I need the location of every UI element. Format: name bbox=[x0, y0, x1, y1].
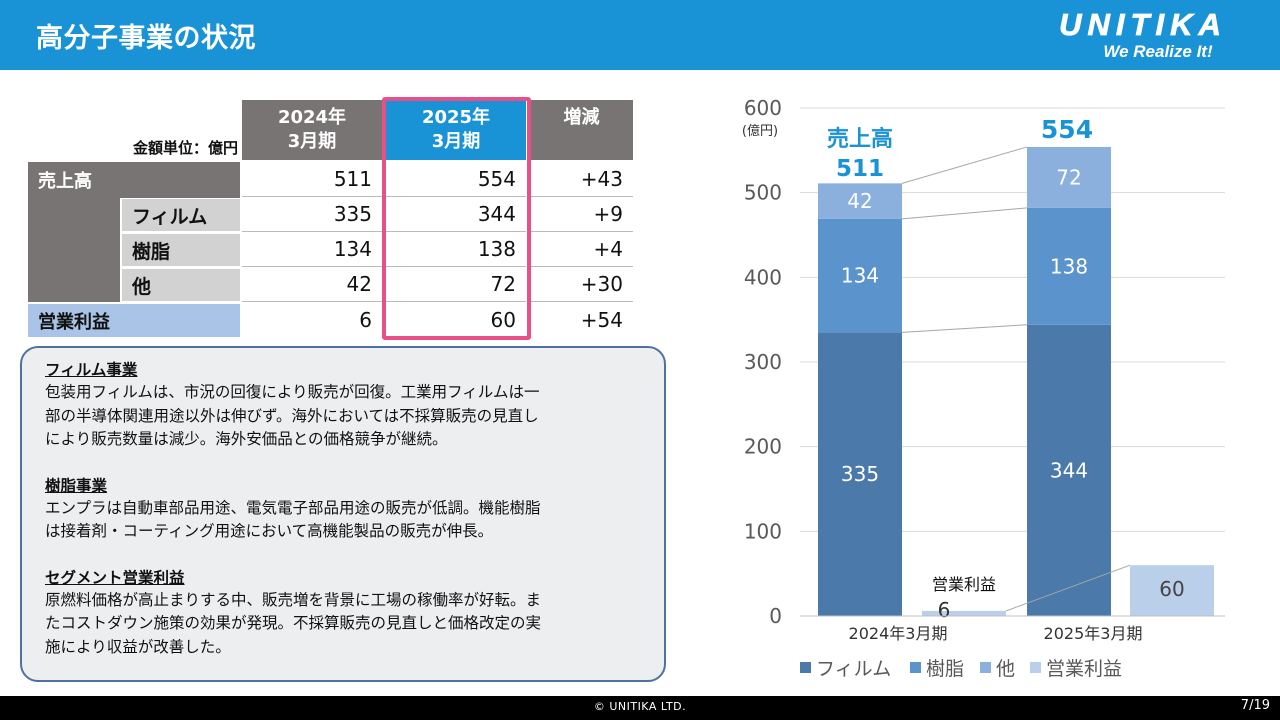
commentary-box: フィルム事業 包装用フィルムは、市況の回復により販売が回復。工業用フィルムは一 … bbox=[20, 346, 666, 682]
cell-op-change: +54 bbox=[580, 307, 623, 332]
commentary-heading: 樹脂事業 bbox=[45, 476, 108, 495]
row-label-operating-profit: 営業利益 bbox=[28, 304, 240, 337]
commentary-line: 施により収益が改善した。 bbox=[45, 637, 231, 656]
connector-line bbox=[901, 324, 1028, 333]
cell-other-2025: 72 bbox=[386, 267, 526, 302]
copyright: © UNITIKA LTD. bbox=[593, 700, 687, 713]
y-tick-label: 0 bbox=[769, 604, 782, 628]
y-tick-label: 500 bbox=[744, 181, 782, 205]
cell-op-2024: 6 bbox=[359, 307, 372, 332]
op-bar bbox=[1130, 565, 1214, 616]
commentary-line: エンプラは自動車部品用途、電気電子部品用途の販売が低調。機能樹脂 bbox=[45, 498, 541, 517]
sales-chart: 0 100 200 300 400 500 600 (億円) 335 134 42 344 138 72 6… bbox=[700, 90, 1260, 690]
legend-label: 樹脂 bbox=[926, 658, 964, 680]
bar-value-label: 344 bbox=[1050, 458, 1088, 482]
cell-resin-2025: 138 bbox=[386, 232, 526, 267]
unit-label: 金額単位：億円 bbox=[132, 139, 238, 157]
col-header-change: 増減 bbox=[530, 100, 633, 160]
bar-value-label: 134 bbox=[841, 264, 879, 288]
cell-resin-change: +4 bbox=[530, 232, 633, 267]
x-tick-label: 2024年3月期 bbox=[849, 624, 948, 643]
commentary-line: 包装用フィルムは、市況の回復により販売が回復。工業用フィルムは一 bbox=[45, 383, 540, 401]
cell-other-change: +30 bbox=[530, 267, 633, 302]
col-header-line2: 3月期 bbox=[287, 131, 337, 152]
y-tick-label: 600 bbox=[744, 96, 782, 120]
footer-bar: © UNITIKA LTD. 7/19 bbox=[0, 696, 1280, 720]
total-label: 売上高 bbox=[827, 126, 893, 152]
commentary-profit: セグメント営業利益 原燃料価格が高止まりする中、販売増を背景に工場の稼働率が好転… bbox=[45, 568, 640, 660]
row-label-film: フィルム bbox=[122, 199, 240, 231]
bar-value-label: 72 bbox=[1056, 165, 1081, 189]
col-header-line1: 増減 bbox=[563, 107, 600, 128]
highlight-frame-2025 bbox=[382, 97, 531, 340]
commentary-line: 部の半導体関連用途以外は伸びず。海外においては不採算販売の見直し bbox=[45, 406, 539, 425]
legend-swatch bbox=[910, 662, 921, 673]
op-bar bbox=[922, 610, 1006, 616]
bar-value-label: 138 bbox=[1050, 254, 1088, 278]
connector-line bbox=[1005, 564, 1131, 612]
y-tick-label: 100 bbox=[744, 519, 782, 543]
bar-segment bbox=[1027, 207, 1111, 325]
cell-film-2025: 344 bbox=[386, 197, 526, 232]
legend-label: 他 bbox=[996, 658, 1015, 680]
y-tick-label: 300 bbox=[744, 350, 782, 374]
cell-sales-2025: 554 bbox=[386, 162, 526, 197]
col-header-line1: 2025年 bbox=[421, 107, 491, 128]
y-tick-label: 400 bbox=[744, 265, 782, 289]
bar-value-label: 42 bbox=[847, 189, 872, 213]
bar-segment bbox=[818, 218, 902, 333]
bar-segment bbox=[1027, 324, 1111, 616]
row-label-resin: 樹脂 bbox=[122, 234, 240, 266]
logo-tagline: We Realize It! bbox=[1103, 42, 1213, 61]
op-value-label: 60 bbox=[1159, 577, 1184, 601]
commentary-line: により販売数量は減少。海外安価品との価格競争が継続。 bbox=[45, 430, 448, 448]
results-table: 金額単位：億円 2024年 3月期 2025年 3月期 増減 売上高 フィルム 樹脂… bbox=[28, 100, 633, 337]
cell-sales-2024: 511 bbox=[242, 162, 382, 197]
connector-line bbox=[901, 207, 1028, 220]
cell-sales-change: +43 bbox=[530, 162, 633, 197]
commentary-line: たコストダウン施策の効果が発現。不採算販売の見直しと価格改定の実 bbox=[45, 614, 542, 632]
col-header-2025: 2025年 3月期 bbox=[386, 100, 526, 160]
sales-group-spacer bbox=[28, 198, 120, 302]
total-value: 554 bbox=[1041, 115, 1093, 144]
y-unit-label: (億円) bbox=[742, 123, 778, 139]
page-title: 高分子事業の状況 bbox=[36, 23, 256, 54]
commentary-resin: 樹脂事業 エンプラは自動車部品用途、電気電子部品用途の販売が低調。機能樹脂 は接… bbox=[45, 476, 640, 544]
row-label-other: 他 bbox=[122, 269, 240, 301]
bar-segment bbox=[818, 183, 902, 219]
cell-other-2024: 42 bbox=[242, 267, 382, 302]
logo-wordmark: UNITIKA bbox=[1059, 7, 1227, 42]
cell-film-2024: 335 bbox=[242, 197, 382, 232]
page-number: 7/19 bbox=[1240, 698, 1270, 713]
company-logo: UNITIKA We Realize It! bbox=[1028, 7, 1258, 64]
legend-swatch bbox=[980, 662, 991, 673]
legend-swatch bbox=[800, 662, 811, 673]
header-bar: 高分子事業の状況 UNITIKA We Realize It! bbox=[0, 0, 1280, 70]
legend-label: フィルム bbox=[816, 658, 891, 680]
x-tick-label: 2025年3月期 bbox=[1044, 624, 1143, 643]
op-annotation: 営業利益 bbox=[932, 575, 996, 594]
cell-film-change: +9 bbox=[530, 197, 633, 232]
legend-label: 営業利益 bbox=[1046, 658, 1122, 680]
cell-op-2025: 60 bbox=[490, 307, 516, 332]
commentary-line: は接着剤・コーティング用途において高機能製品の販売が伸長。 bbox=[45, 522, 494, 540]
total-value: 511 bbox=[836, 156, 884, 182]
commentary-line: 原燃料価格が高止まりする中、販売増を背景に工場の稼働率が好転。ま bbox=[45, 590, 542, 609]
cell-resin-2024: 134 bbox=[242, 232, 382, 267]
op-value-label: 6 bbox=[938, 598, 951, 622]
commentary-film: フィルム事業 包装用フィルムは、市況の回復により販売が回復。工業用フィルムは一 … bbox=[45, 360, 640, 452]
row-label-sales: 売上高 bbox=[28, 162, 240, 198]
commentary-heading: セグメント営業利益 bbox=[45, 568, 185, 587]
col-header-line1: 2024年 bbox=[277, 107, 347, 128]
col-header-line2: 3月期 bbox=[431, 131, 481, 152]
y-tick-label: 200 bbox=[744, 435, 782, 459]
commentary-heading: フィルム事業 bbox=[45, 361, 138, 379]
bar-segment bbox=[1027, 146, 1111, 208]
chart-svg: 0 100 200 300 400 500 600 (億円) 335 134 42 344 138 72 6… bbox=[742, 96, 1225, 680]
bar-value-label: 335 bbox=[841, 462, 879, 486]
bar-segment bbox=[818, 332, 902, 616]
col-header-2024: 2024年 3月期 bbox=[242, 100, 382, 160]
legend-swatch bbox=[1030, 662, 1041, 673]
connector-line bbox=[901, 146, 1028, 184]
